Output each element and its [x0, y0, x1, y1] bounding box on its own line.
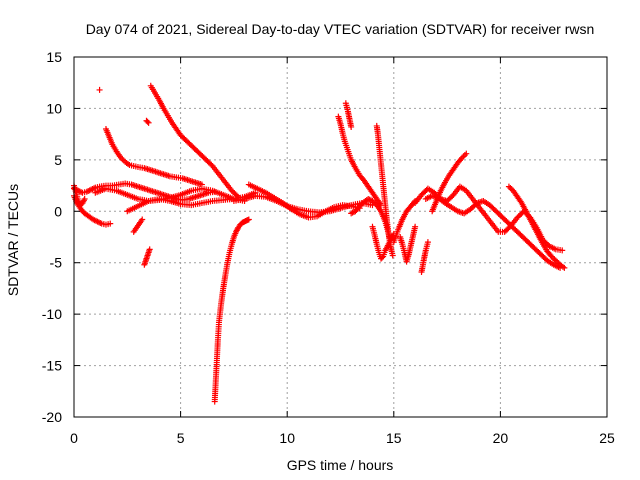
series-arc-25 — [429, 150, 470, 215]
series-arc-8 — [130, 216, 146, 235]
series-arc-22 — [418, 239, 431, 275]
series-arc-26 — [505, 183, 568, 271]
data-point — [81, 195, 88, 202]
y-tick-label: -20 — [42, 409, 62, 425]
series-arc-21 — [390, 198, 419, 246]
data-point — [424, 239, 431, 246]
y-tick-label: 0 — [54, 203, 62, 219]
series-arc-7 — [143, 117, 152, 126]
data-point — [245, 216, 252, 223]
series-arc-9 — [141, 246, 153, 268]
grid — [74, 57, 607, 417]
data-point — [507, 184, 514, 191]
y-tick-label: -10 — [42, 306, 62, 322]
data-point — [145, 119, 152, 126]
y-tick-label: 15 — [46, 49, 62, 65]
x-tick-label: 5 — [177, 430, 185, 446]
y-tick-label: 5 — [54, 152, 62, 168]
data-point — [96, 86, 103, 93]
plot-frame — [73, 56, 608, 418]
data-point — [348, 123, 355, 130]
data-point — [412, 223, 419, 230]
series-arc-3 — [71, 182, 88, 209]
data-point — [198, 181, 205, 188]
data-point — [146, 246, 153, 253]
data-point — [80, 197, 87, 204]
data-point — [561, 264, 568, 271]
data-point — [379, 254, 386, 261]
data-point — [389, 252, 396, 259]
axis-ticks: 0 5 10 15 20 25 15 10 5 0 -5 -10 -15 -20 — [42, 49, 615, 446]
data-point — [463, 150, 470, 157]
series-arc-6 — [96, 86, 103, 93]
series-arc-15 — [335, 113, 385, 209]
series-arc-4 — [92, 185, 248, 204]
y-axis-label: SDTVAR / TECUs — [5, 184, 21, 296]
x-axis-label: GPS time / hours — [287, 457, 394, 473]
data-point — [366, 196, 373, 203]
data-point — [559, 247, 566, 254]
series-arc-24 — [422, 192, 564, 271]
x-tick-label: 0 — [70, 430, 78, 446]
series-arc-18 — [373, 122, 396, 259]
series-arc-20 — [397, 223, 419, 265]
data-point — [505, 183, 512, 190]
data-point — [107, 220, 114, 227]
x-tick-label: 15 — [386, 430, 402, 446]
y-tick-label: -5 — [50, 255, 63, 271]
chart-title: Day 074 of 2021, Sidereal Day-to-day VTE… — [86, 21, 595, 37]
data-marks — [71, 82, 568, 405]
data-point — [461, 152, 468, 159]
series-arc-14 — [245, 181, 363, 221]
series-arc-5 — [102, 126, 205, 188]
series-arc-16 — [342, 100, 355, 130]
data-point — [144, 118, 151, 125]
x-tick-label: 20 — [493, 430, 509, 446]
y-tick-label: -15 — [42, 358, 62, 374]
y-tick-label: 10 — [46, 100, 62, 116]
data-point — [139, 216, 146, 223]
x-tick-label: 10 — [279, 430, 295, 446]
x-tick-label: 25 — [599, 430, 615, 446]
series-arc-12 — [211, 216, 252, 405]
